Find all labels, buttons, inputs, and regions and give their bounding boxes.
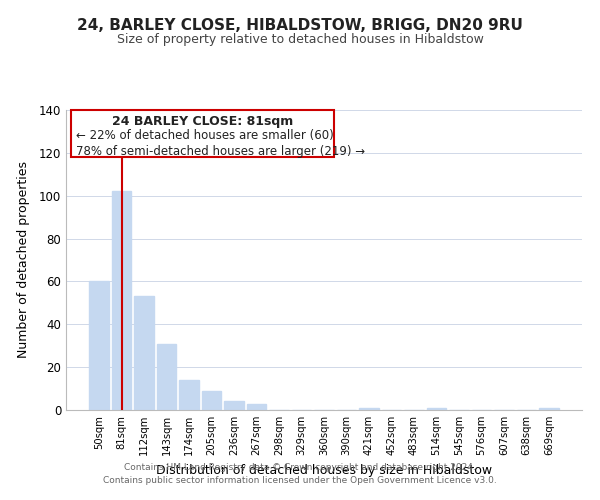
Text: Contains public sector information licensed under the Open Government Licence v3: Contains public sector information licen…: [103, 476, 497, 485]
Bar: [224, 402, 244, 410]
Text: Size of property relative to detached houses in Hibaldstow: Size of property relative to detached ho…: [116, 32, 484, 46]
X-axis label: Distribution of detached houses by size in Hibaldstow: Distribution of detached houses by size …: [156, 464, 492, 476]
Bar: [247, 404, 266, 410]
Bar: [179, 380, 199, 410]
Y-axis label: Number of detached properties: Number of detached properties: [17, 162, 31, 358]
Text: 24 BARLEY CLOSE: 81sqm: 24 BARLEY CLOSE: 81sqm: [112, 114, 293, 128]
Text: 78% of semi-detached houses are larger (219) →: 78% of semi-detached houses are larger (…: [76, 144, 365, 158]
Text: 24, BARLEY CLOSE, HIBALDSTOW, BRIGG, DN20 9RU: 24, BARLEY CLOSE, HIBALDSTOW, BRIGG, DN2…: [77, 18, 523, 32]
Text: ← 22% of detached houses are smaller (60): ← 22% of detached houses are smaller (60…: [76, 130, 334, 142]
Bar: [539, 408, 559, 410]
Bar: [427, 408, 446, 410]
Bar: [112, 192, 131, 410]
FancyBboxPatch shape: [71, 110, 334, 156]
Bar: [134, 296, 154, 410]
Text: Contains HM Land Registry data © Crown copyright and database right 2024.: Contains HM Land Registry data © Crown c…: [124, 464, 476, 472]
Bar: [202, 390, 221, 410]
Bar: [359, 408, 379, 410]
Bar: [89, 282, 109, 410]
Bar: [157, 344, 176, 410]
